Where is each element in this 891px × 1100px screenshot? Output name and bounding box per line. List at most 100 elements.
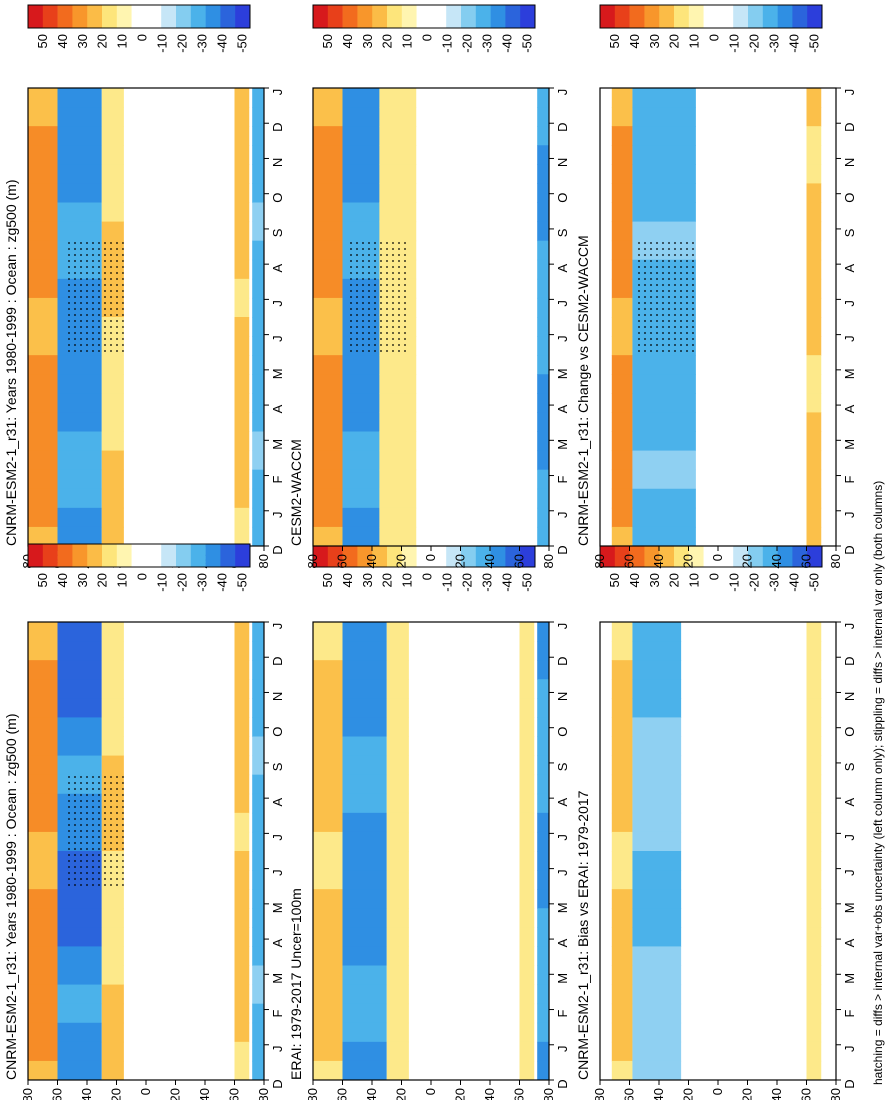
band-cell xyxy=(806,278,822,299)
band-cell xyxy=(57,984,102,1005)
band-cell xyxy=(313,374,343,394)
band-cell xyxy=(28,812,58,833)
band-cell xyxy=(234,297,250,318)
y-tick-label: 20 xyxy=(168,1088,183,1100)
band-cell xyxy=(101,412,124,432)
x-tick-label: M xyxy=(842,973,857,984)
band-cell xyxy=(386,622,409,642)
band-cell xyxy=(632,946,682,966)
band-cell xyxy=(234,1060,250,1081)
y-tick-label: 40 xyxy=(364,554,379,568)
colorbar-label: -50 xyxy=(520,573,535,592)
band-cell xyxy=(806,317,822,337)
colorbar-swatch xyxy=(42,544,58,567)
band-cell xyxy=(252,622,264,642)
colorbar-label: -40 xyxy=(215,573,230,592)
colorbar-label: 10 xyxy=(115,34,130,48)
band-cell xyxy=(313,259,343,280)
band-cell xyxy=(313,736,343,757)
band-cell xyxy=(379,526,417,547)
band-cell xyxy=(234,1022,250,1043)
colorbar-label: -50 xyxy=(520,34,535,53)
colorbar-swatch xyxy=(28,5,44,28)
band-cell xyxy=(806,660,822,680)
band-cell xyxy=(57,526,102,547)
x-tick-label: J xyxy=(555,89,570,96)
band-cell xyxy=(234,374,250,394)
band-cell xyxy=(632,851,682,871)
band-cell xyxy=(28,908,58,928)
colorbar-swatch xyxy=(176,544,192,567)
band-cell xyxy=(806,812,822,833)
band-cell xyxy=(632,736,682,757)
band-cell xyxy=(313,641,343,661)
band-cell xyxy=(632,889,682,909)
band-cell xyxy=(101,202,124,223)
band-cell xyxy=(57,698,102,718)
band-cell xyxy=(234,1003,250,1024)
band-cell xyxy=(234,107,250,127)
band-cell xyxy=(101,965,124,986)
y-tick-label: 80 xyxy=(305,1088,320,1100)
band-cell xyxy=(252,908,264,928)
colorbar-swatch xyxy=(490,5,506,28)
colorbar-label: 0 xyxy=(420,573,435,580)
band-cell xyxy=(101,488,124,509)
colorbar-label: 10 xyxy=(115,573,130,587)
band-cell xyxy=(342,755,387,776)
band-cell xyxy=(57,1060,102,1081)
x-tick-label: D xyxy=(555,123,570,132)
band-cell xyxy=(537,946,549,966)
band-cell xyxy=(101,717,124,737)
band-cell xyxy=(101,622,124,642)
band-cell xyxy=(252,1022,264,1043)
band-cell xyxy=(632,965,682,986)
x-tick-label: A xyxy=(555,797,570,806)
y-tick-label: 80 xyxy=(592,1088,607,1100)
band-cell xyxy=(806,698,822,718)
band-cell xyxy=(57,946,102,966)
band-cell xyxy=(234,488,250,509)
band-cell xyxy=(519,1041,535,1062)
band-cell xyxy=(57,412,102,432)
x-tick-label: O xyxy=(842,727,857,737)
band-cell xyxy=(806,851,822,871)
colorbar-label: -50 xyxy=(235,573,250,592)
band-cell xyxy=(611,1060,633,1081)
band-cell xyxy=(386,679,409,699)
band-cell xyxy=(519,1060,535,1081)
band-cell xyxy=(252,851,264,871)
x-tick-label: D xyxy=(555,1079,570,1088)
band-cell xyxy=(252,831,264,852)
band-cell xyxy=(632,793,682,814)
colorbar-label: 30 xyxy=(75,34,90,48)
band-cell xyxy=(101,1060,124,1081)
colorbar-swatch xyxy=(161,544,177,567)
band-cell xyxy=(342,793,387,814)
y-tick-label: 60 xyxy=(512,1088,527,1100)
band-cell xyxy=(806,488,822,509)
y-tick-label: 60 xyxy=(622,554,637,568)
x-tick-label: J xyxy=(270,89,285,96)
band-cell xyxy=(342,717,387,737)
band-cell xyxy=(342,774,387,795)
colorbar-swatch xyxy=(461,544,477,567)
x-tick-label: A xyxy=(842,797,857,806)
x-tick-label: M xyxy=(842,439,857,450)
band-cell xyxy=(28,698,58,718)
band-cell xyxy=(611,755,633,776)
band-cell xyxy=(252,450,264,471)
band-cell xyxy=(28,717,58,737)
band-cell xyxy=(386,698,409,718)
chart-panel-0: CNRM-ESM2-1_r31: Years 1980-1999 : Ocean… xyxy=(3,4,285,568)
x-tick-label: N xyxy=(842,158,857,167)
band-cell xyxy=(537,450,549,471)
band-cell xyxy=(806,393,822,413)
band-cell xyxy=(537,507,549,528)
band-cell xyxy=(519,927,535,947)
band-cell xyxy=(519,641,535,661)
band-cell xyxy=(537,145,549,165)
x-tick-label: N xyxy=(270,692,285,701)
band-cell xyxy=(234,736,250,757)
colorbar-swatch xyxy=(792,5,808,28)
